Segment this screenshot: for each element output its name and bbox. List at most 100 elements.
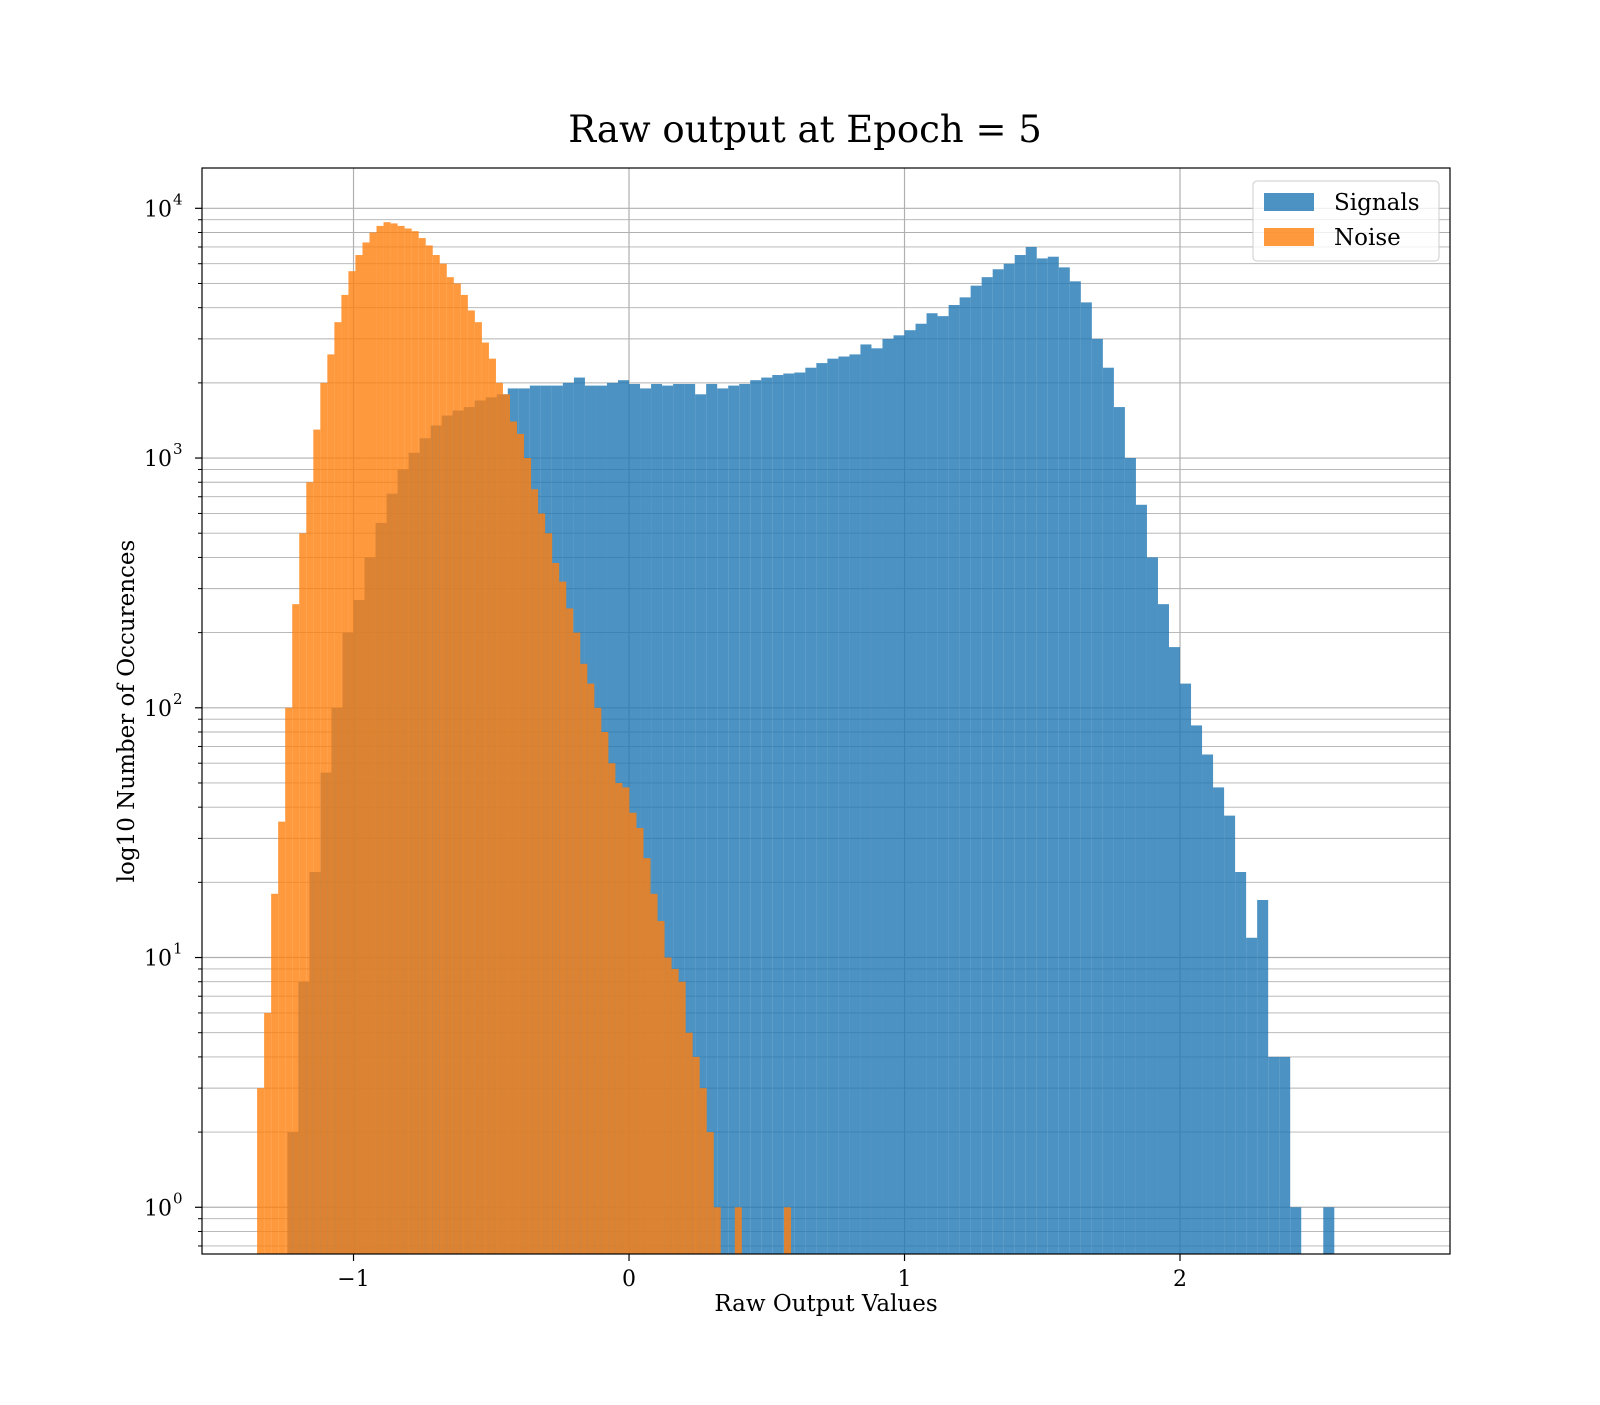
y-tick-exponent: 2 bbox=[173, 690, 183, 708]
bar-noise bbox=[432, 255, 440, 1254]
bar-noise bbox=[495, 382, 503, 1254]
bar-signals bbox=[695, 394, 707, 1254]
bar-signals bbox=[1213, 787, 1225, 1254]
bar-noise bbox=[383, 222, 391, 1254]
y-tick-exponent: 4 bbox=[173, 190, 183, 208]
legend-label-signals: Signals bbox=[1334, 190, 1420, 216]
bar-signals bbox=[915, 323, 927, 1255]
bar-noise bbox=[559, 581, 567, 1254]
bar-noise bbox=[467, 310, 475, 1254]
bar-noise bbox=[292, 604, 300, 1254]
bar-signals bbox=[1080, 302, 1092, 1254]
y-axis-label: log10 Number of Occurences bbox=[114, 540, 140, 883]
bar-noise bbox=[608, 763, 616, 1254]
bar-noise bbox=[587, 683, 595, 1254]
bar-signals bbox=[860, 344, 872, 1254]
x-axis-ticks: −1 0 1 2 bbox=[337, 1254, 1187, 1292]
bar-signals bbox=[1202, 754, 1214, 1254]
bar-noise bbox=[411, 231, 419, 1254]
bar-noise bbox=[734, 1207, 742, 1254]
bar-noise bbox=[643, 858, 651, 1254]
x-axis-label: Raw Output Values bbox=[714, 1291, 937, 1317]
bar-signals bbox=[816, 363, 828, 1255]
bar-noise bbox=[699, 1088, 707, 1254]
bar-noise bbox=[524, 458, 532, 1254]
bar-signals bbox=[948, 305, 960, 1254]
bar-signals bbox=[904, 330, 916, 1254]
bar-noise bbox=[783, 1207, 792, 1254]
bar-signals bbox=[871, 348, 883, 1254]
bar-signals bbox=[772, 375, 784, 1254]
x-tick-label: −1 bbox=[337, 1267, 369, 1292]
bar-signals bbox=[651, 383, 663, 1254]
bar-signals bbox=[1036, 258, 1048, 1254]
bar-signals bbox=[805, 367, 817, 1255]
y-tick-label: 10 bbox=[144, 697, 172, 722]
bar-signals bbox=[728, 385, 740, 1254]
bar-noise bbox=[706, 1132, 714, 1254]
bar-noise bbox=[580, 663, 588, 1254]
bar-signals bbox=[937, 316, 949, 1254]
bar-signals bbox=[1246, 937, 1258, 1254]
bar-signals bbox=[1069, 281, 1081, 1255]
bar-signals bbox=[838, 356, 850, 1254]
bar-noise bbox=[573, 632, 581, 1254]
bar-noise bbox=[425, 245, 433, 1254]
bar-signals bbox=[1268, 1056, 1280, 1254]
bar-noise bbox=[306, 482, 314, 1254]
bar-noise bbox=[629, 812, 637, 1254]
bar-noise bbox=[685, 1032, 693, 1254]
bar-noise bbox=[397, 225, 405, 1255]
bar-noise bbox=[334, 322, 342, 1254]
x-tick-label: 2 bbox=[1173, 1267, 1187, 1292]
bar-noise bbox=[481, 342, 489, 1254]
bar-signals bbox=[1168, 647, 1181, 1254]
bar-noise bbox=[657, 921, 665, 1254]
y-tick-label: 10 bbox=[144, 447, 172, 472]
bar-signals bbox=[926, 313, 938, 1254]
bar-signals bbox=[1146, 557, 1158, 1254]
bar-noise bbox=[650, 893, 658, 1254]
y-tick-exponent: 0 bbox=[173, 1189, 183, 1207]
bar-signals bbox=[981, 277, 993, 1254]
bar-signals bbox=[1235, 872, 1247, 1254]
bar-noise bbox=[439, 263, 447, 1255]
legend-swatch-signals bbox=[1264, 193, 1314, 211]
bar-signals bbox=[1124, 458, 1136, 1254]
bar-signals bbox=[893, 335, 905, 1255]
bar-noise bbox=[418, 238, 426, 1254]
bar-noise bbox=[313, 429, 321, 1255]
bar-noise bbox=[446, 277, 454, 1254]
bar-noise bbox=[678, 981, 686, 1254]
bar-signals bbox=[882, 338, 894, 1254]
bar-noise bbox=[341, 294, 349, 1254]
bar-signals bbox=[1135, 504, 1147, 1254]
bar-noise bbox=[488, 358, 496, 1254]
bar-noise bbox=[510, 421, 518, 1254]
bar-signals bbox=[783, 373, 795, 1254]
bar-signals bbox=[1058, 267, 1070, 1254]
bar-noise bbox=[355, 255, 363, 1254]
x-tick-label: 1 bbox=[898, 1267, 912, 1292]
bar-signals bbox=[1047, 256, 1059, 1255]
bar-signals bbox=[1113, 407, 1125, 1254]
bar-signals bbox=[662, 385, 674, 1254]
bar-noise bbox=[566, 608, 574, 1254]
bar-noise bbox=[517, 433, 525, 1255]
y-tick-label: 10 bbox=[144, 947, 172, 972]
bar-signals bbox=[1257, 899, 1269, 1254]
bar-noise bbox=[474, 322, 482, 1254]
bar-noise bbox=[348, 271, 356, 1254]
bar-noise bbox=[552, 562, 560, 1254]
bar-signals bbox=[673, 383, 685, 1254]
bar-signals bbox=[640, 388, 652, 1254]
bar-noise bbox=[671, 968, 679, 1254]
bar-signals bbox=[1003, 263, 1015, 1255]
bar-signals bbox=[992, 269, 1004, 1254]
bar-noise bbox=[453, 283, 461, 1255]
bar-signals bbox=[1102, 367, 1114, 1255]
bar-noise bbox=[257, 1088, 265, 1254]
legend-label-noise: Noise bbox=[1334, 225, 1401, 251]
